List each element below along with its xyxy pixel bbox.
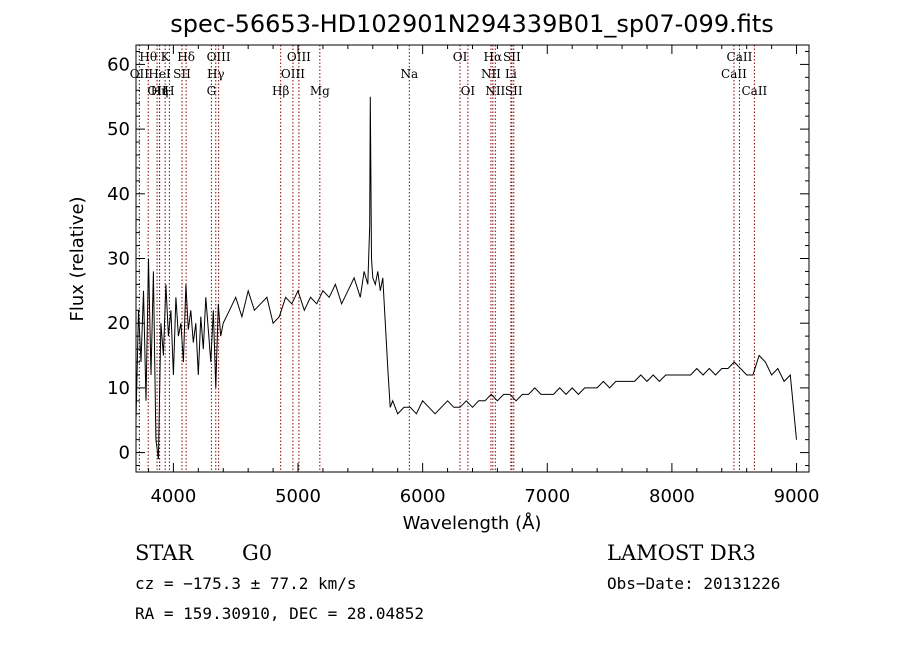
- spectral-line-label: SII: [505, 84, 523, 98]
- spectral-line-markers: [138, 45, 755, 472]
- y-axis-label: Flux (relative): [67, 196, 88, 321]
- y-tick-label: 10: [107, 378, 130, 399]
- x-tick-label: 9000: [774, 486, 820, 507]
- y-tick-label: 0: [119, 443, 130, 464]
- redshift-readout: cz = −175.3 ± 77.2 km/s: [135, 574, 357, 593]
- spectral-line-label: OIII: [207, 50, 231, 64]
- y-axis-ticks: 0 10 20 30 40 50 60: [107, 50, 809, 467]
- spectral-line-label: CaII: [741, 84, 767, 98]
- spectral-line-label: Li: [505, 67, 517, 81]
- spectral-line-label: Na: [400, 67, 418, 81]
- spectral-line-label: SII: [173, 67, 191, 81]
- spectral-line-label: Hβ: [272, 84, 289, 98]
- spectral-line-label: CaII: [721, 67, 747, 81]
- spectral-line-label: OII: [147, 84, 167, 98]
- flux-series-line: [135, 96, 797, 460]
- x-tick-label: 6000: [400, 486, 446, 507]
- spectral-line-label: OIII: [287, 50, 311, 64]
- x-tick-label: 5000: [275, 486, 321, 507]
- y-tick-label: 40: [107, 184, 130, 205]
- y-tick-label: 50: [107, 119, 130, 140]
- object-class: STAR: [135, 541, 194, 565]
- spectral-line-label: HeI: [148, 67, 171, 81]
- observation-date: Obs−Date: 20131226: [607, 574, 780, 593]
- spectral-line-label: K: [161, 50, 171, 64]
- survey-name: LAMOST DR3: [607, 541, 756, 565]
- x-tick-label: 7000: [524, 486, 570, 507]
- spectral-line-label: OIII: [281, 67, 305, 81]
- chart-title: spec-56653-HD102901N294339B01_sp07-099.f…: [170, 10, 774, 38]
- spectral-line-label: NII: [485, 84, 505, 98]
- spectral-line-label: Hθ: [139, 50, 157, 64]
- y-tick-label: 60: [107, 54, 130, 75]
- spectral-line-label: OII: [130, 67, 150, 81]
- x-tick-label: 4000: [150, 486, 196, 507]
- coordinates-readout: RA = 159.30910, DEC = 28.04852: [135, 604, 424, 623]
- spectral-line-label: Hη: [151, 84, 169, 98]
- y-tick-label: 20: [107, 313, 130, 334]
- object-subclass: G0: [242, 541, 272, 565]
- spectral-line-label: OI: [461, 84, 476, 98]
- spectral-line-label: Hγ: [207, 67, 225, 81]
- spectral-line-label: Mg: [310, 84, 330, 98]
- spectral-line-label: H: [164, 84, 174, 98]
- spectral-line-label: SII: [503, 50, 521, 64]
- x-tick-label: 8000: [649, 486, 695, 507]
- spectral-line-label: G: [207, 84, 217, 98]
- spectral-line-label: Hα: [484, 50, 503, 64]
- x-axis-ticks: 4000 5000 6000 7000 8000 9000: [147, 45, 820, 507]
- spectral-line-label: NII: [481, 67, 501, 81]
- spectral-line-label: Hδ: [177, 50, 195, 64]
- x-axis-label: Wavelength (Å): [403, 512, 542, 534]
- spectral-line-label: OI: [453, 50, 468, 64]
- spectral-line-label: CaII: [727, 50, 753, 64]
- y-tick-label: 30: [107, 249, 130, 270]
